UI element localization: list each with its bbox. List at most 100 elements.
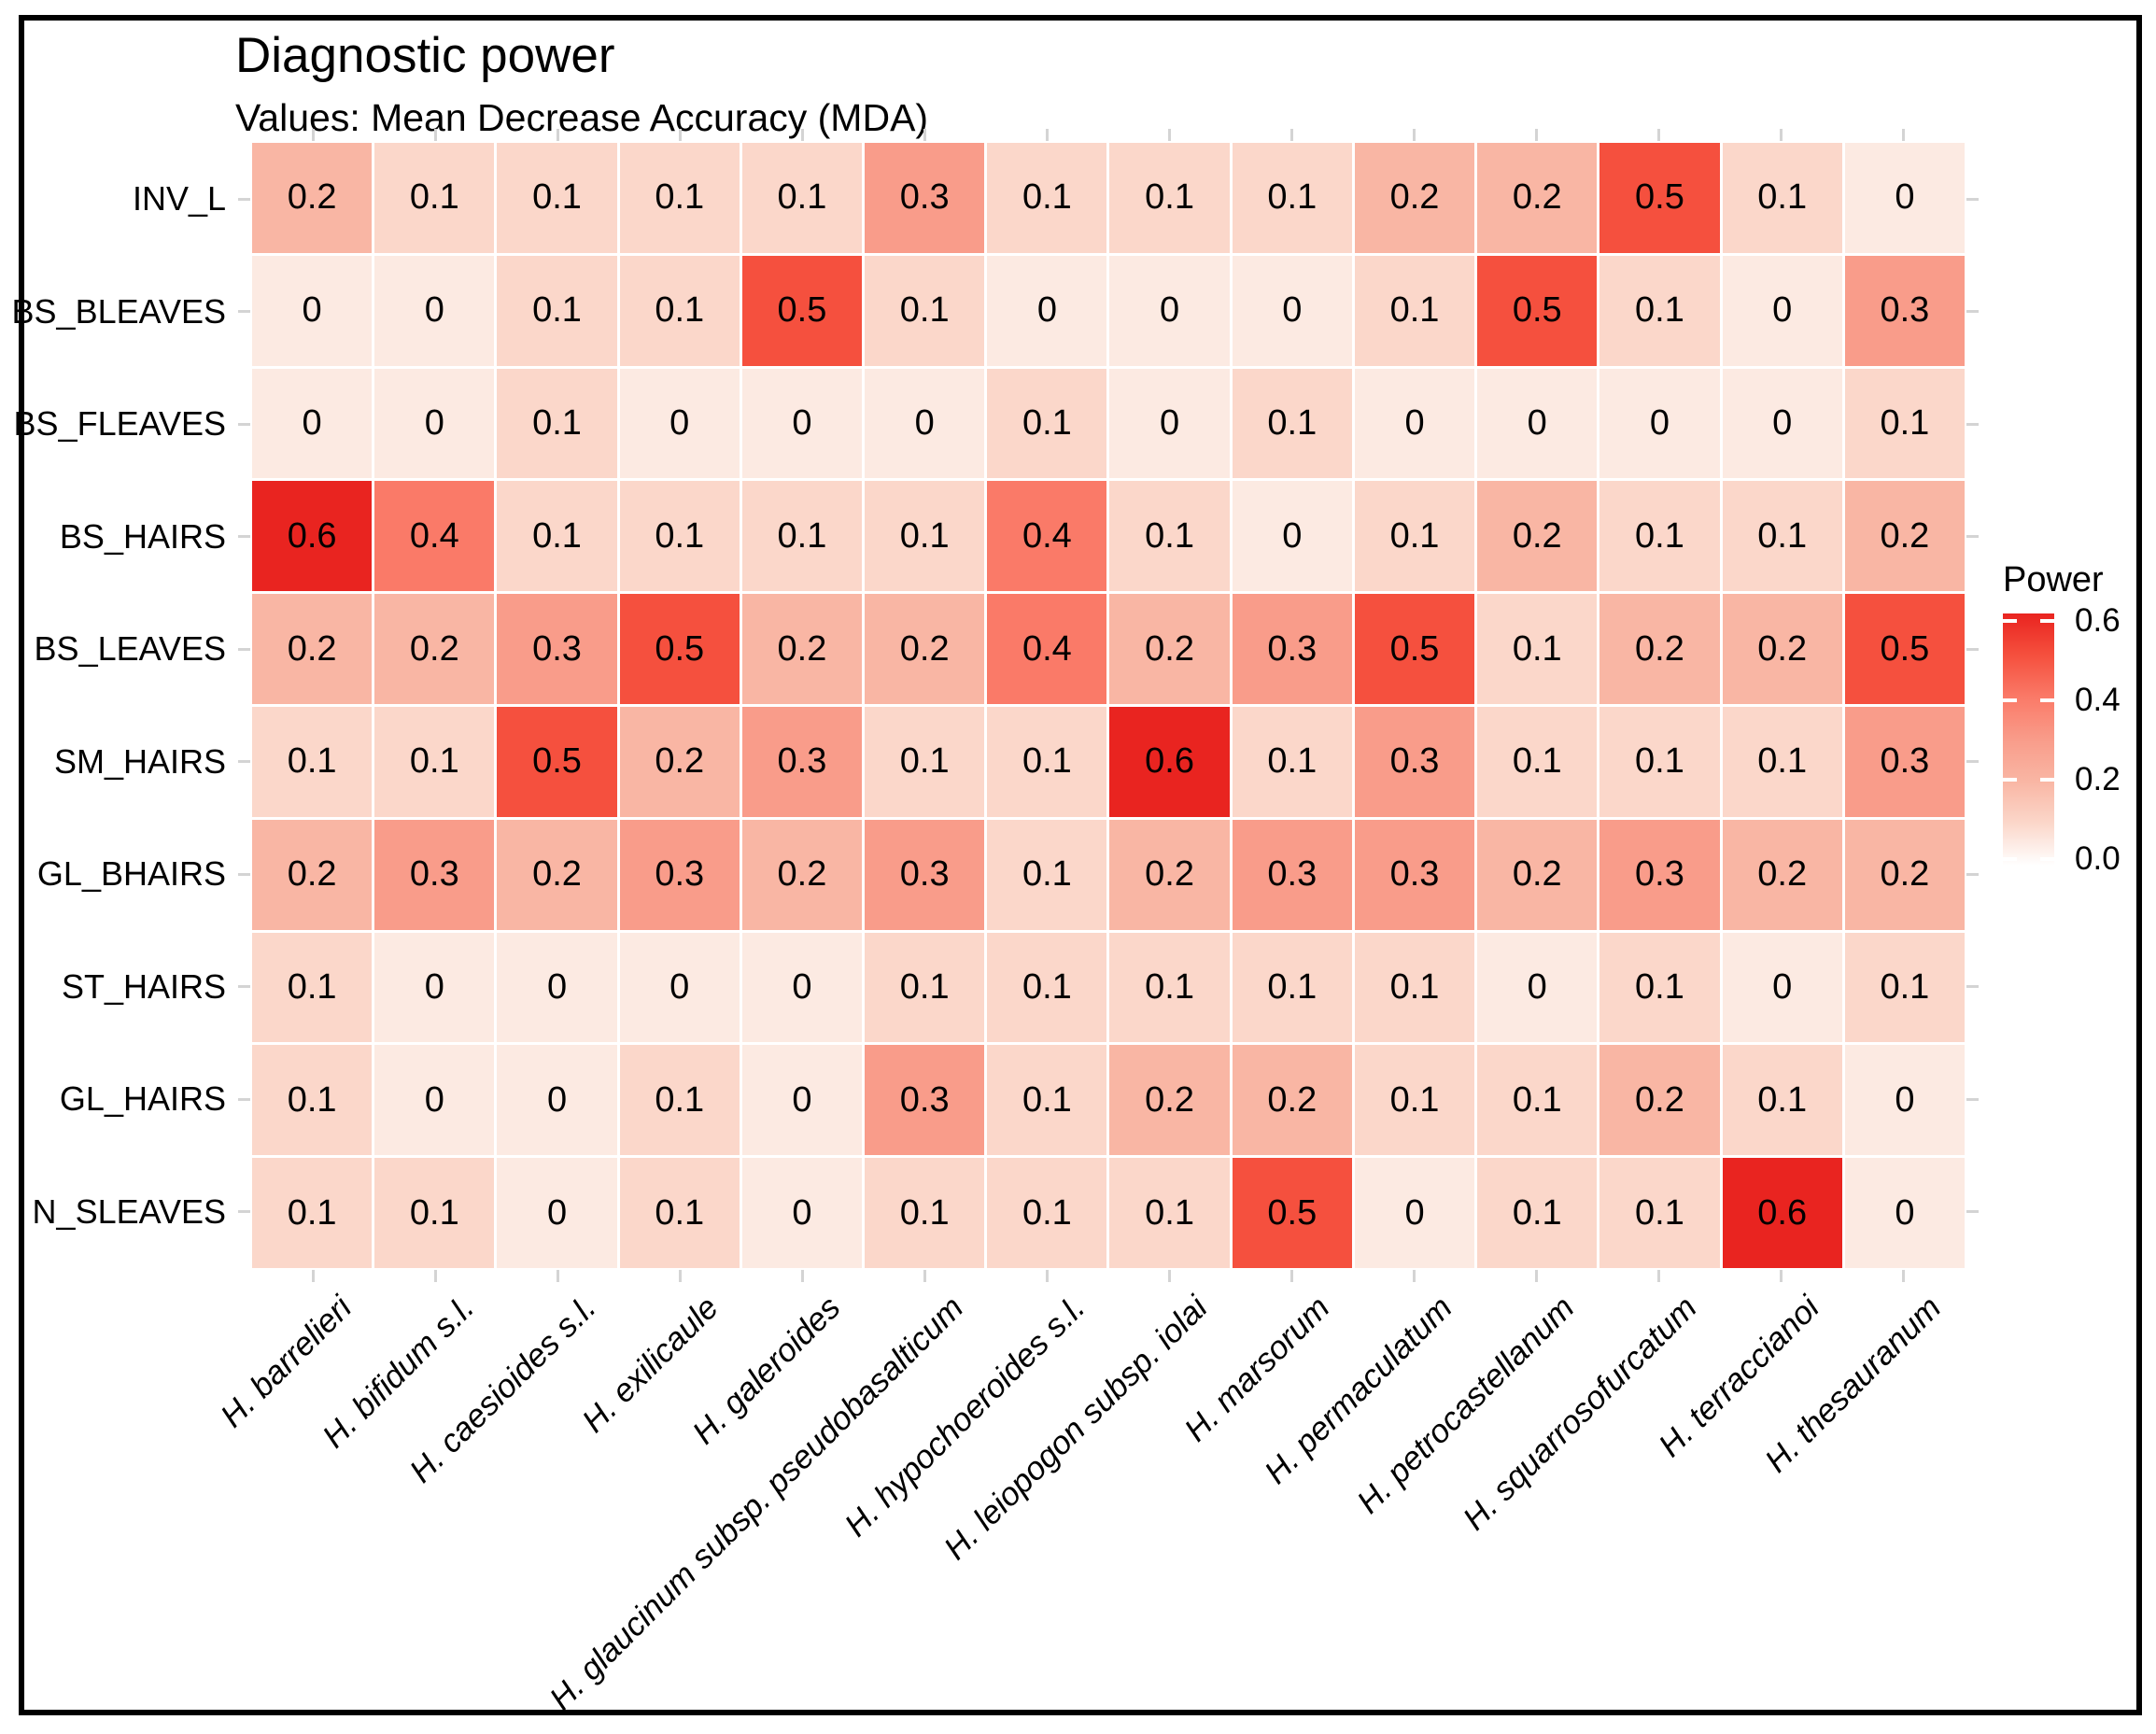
heatmap-cell-BS_FLEAVES-c7: 0.1	[987, 368, 1107, 479]
heatmap-cell-BS_LEAVES-c8: 0.2	[1109, 594, 1230, 704]
axis-tick	[923, 129, 926, 141]
heatmap-cell-SM_HAIRS-c3: 0.5	[497, 707, 617, 817]
heatmap-cell-ST_HAIRS-c7: 0.1	[987, 932, 1107, 1043]
heatmap-cell-GL_HAIRS-c5: 0	[741, 1045, 863, 1156]
heatmap-cell-BS_HAIRS-c13: 0.1	[1722, 481, 1842, 592]
heatmap-cell-BS_BLEAVES-c6: 0.1	[865, 255, 985, 366]
heatmap-cell-GL_HAIRS-c1: 0.1	[252, 1045, 373, 1156]
heatmap-cell-GL_BHAIRS-c4: 0.3	[619, 819, 740, 930]
heatmap-cell-N_SLEAVES-c11: 0.1	[1477, 1158, 1598, 1268]
heatmap-cell-GL_BHAIRS-c11: 0.2	[1477, 819, 1598, 930]
legend-gradient-bar	[2003, 613, 2054, 866]
heatmap-cell-N_SLEAVES-c14: 0	[1844, 1158, 1965, 1268]
heatmap-cell-SM_HAIRS-c5: 0.3	[741, 707, 863, 817]
y-axis-label-BS_LEAVES: BS_LEAVES	[34, 629, 226, 669]
axis-tick	[238, 310, 250, 314]
heatmap-cell-N_SLEAVES-c7: 0.1	[987, 1158, 1107, 1268]
heatmap-cell-INV_L-c3: 0.1	[497, 143, 617, 253]
heatmap-cell-SM_HAIRS-c13: 0.1	[1722, 707, 1842, 817]
heatmap-cell-INV_L-c14: 0	[1844, 143, 1965, 253]
heatmap-cell-INV_L-c8: 0.1	[1109, 143, 1230, 253]
axis-tick	[434, 1270, 437, 1282]
heatmap-cell-SM_HAIRS-c12: 0.1	[1599, 707, 1720, 817]
heatmap-cell-ST_HAIRS-c6: 0.1	[865, 932, 985, 1043]
heatmap-cell-BS_HAIRS-c14: 0.2	[1844, 481, 1965, 592]
axis-tick	[557, 1270, 559, 1282]
axis-tick	[1966, 760, 1979, 764]
heatmap-cell-GL_HAIRS-c7: 0.1	[987, 1045, 1107, 1156]
axis-tick	[1046, 1270, 1049, 1282]
heatmap-cell-SM_HAIRS-c11: 0.1	[1477, 707, 1598, 817]
heatmap-cell-ST_HAIRS-c13: 0	[1722, 932, 1842, 1043]
axis-tick	[801, 1270, 804, 1282]
axis-tick	[1657, 1270, 1660, 1282]
axis-tick	[801, 129, 804, 141]
heatmap-cell-ST_HAIRS-c3: 0	[497, 932, 617, 1043]
axis-tick	[238, 872, 250, 876]
heatmap-cell-ST_HAIRS-c14: 0.1	[1844, 932, 1965, 1043]
heatmap-cell-BS_FLEAVES-c3: 0.1	[497, 368, 617, 479]
heatmap-cell-GL_HAIRS-c8: 0.2	[1109, 1045, 1230, 1156]
heatmap-cell-BS_BLEAVES-c9: 0	[1232, 255, 1352, 366]
heatmap-cell-SM_HAIRS-c9: 0.1	[1232, 707, 1352, 817]
heatmap-cell-BS_HAIRS-c7: 0.4	[987, 481, 1107, 592]
heatmap-cell-BS_FLEAVES-c14: 0.1	[1844, 368, 1965, 479]
heatmap-cell-ST_HAIRS-c12: 0.1	[1599, 932, 1720, 1043]
heatmap-cell-BS_BLEAVES-c2: 0	[374, 255, 495, 366]
y-axis-label-BS_FLEAVES: BS_FLEAVES	[13, 404, 226, 444]
legend-tick-label-0.4: 0.4	[2075, 682, 2121, 718]
axis-tick	[238, 760, 250, 764]
heatmap-cell-SM_HAIRS-c10: 0.3	[1354, 707, 1475, 817]
axis-tick	[1966, 872, 1979, 876]
axis-tick	[312, 129, 315, 141]
heatmap-cell-GL_BHAIRS-c5: 0.2	[741, 819, 863, 930]
heatmap-cell-SM_HAIRS-c2: 0.1	[374, 707, 495, 817]
axis-tick	[238, 647, 250, 651]
heatmap-cell-BS_LEAVES-c11: 0.1	[1477, 594, 1598, 704]
heatmap-cell-BS_HAIRS-c6: 0.1	[865, 481, 985, 592]
axis-tick	[923, 1270, 926, 1282]
heatmap-cell-BS_FLEAVES-c11: 0	[1477, 368, 1598, 479]
axis-tick	[1966, 1097, 1979, 1101]
heatmap-cell-ST_HAIRS-c4: 0	[619, 932, 740, 1043]
axis-tick	[1290, 1270, 1293, 1282]
heatmap-cell-BS_FLEAVES-c5: 0	[741, 368, 863, 479]
chart-title: Diagnostic power	[235, 28, 615, 83]
heatmap-cell-BS_FLEAVES-c9: 0.1	[1232, 368, 1352, 479]
heatmap-cell-GL_BHAIRS-c2: 0.3	[374, 819, 495, 930]
heatmap-cell-BS_HAIRS-c1: 0.6	[252, 481, 373, 592]
heatmap-cell-INV_L-c13: 0.1	[1722, 143, 1842, 253]
axis-tick	[679, 129, 682, 141]
axis-tick	[1168, 129, 1171, 141]
legend-tick-mark	[2003, 698, 2017, 702]
heatmap-cell-BS_FLEAVES-c8: 0	[1109, 368, 1230, 479]
heatmap-cell-N_SLEAVES-c10: 0	[1354, 1158, 1475, 1268]
heatmap-cell-N_SLEAVES-c3: 0	[497, 1158, 617, 1268]
heatmap-cell-BS_LEAVES-c1: 0.2	[252, 594, 373, 704]
heatmap-cell-N_SLEAVES-c2: 0.1	[374, 1158, 495, 1268]
heatmap-cell-N_SLEAVES-c4: 0.1	[619, 1158, 740, 1268]
axis-tick	[1966, 1210, 1979, 1214]
heatmap-cell-GL_BHAIRS-c9: 0.3	[1232, 819, 1352, 930]
heatmap-cell-GL_BHAIRS-c3: 0.2	[497, 819, 617, 930]
heatmap-cell-BS_LEAVES-c5: 0.2	[741, 594, 863, 704]
y-axis-label-GL_BHAIRS: GL_BHAIRS	[36, 854, 226, 894]
heatmap-cell-N_SLEAVES-c6: 0.1	[865, 1158, 985, 1268]
heatmap-cell-GL_BHAIRS-c14: 0.2	[1844, 819, 1965, 930]
axis-tick	[1290, 129, 1293, 141]
heatmap-cell-N_SLEAVES-c13: 0.6	[1722, 1158, 1842, 1268]
heatmap-cell-BS_BLEAVES-c7: 0	[987, 255, 1107, 366]
axis-tick	[238, 1210, 250, 1214]
heatmap-cell-BS_LEAVES-c6: 0.2	[865, 594, 985, 704]
heatmap-cell-BS_LEAVES-c9: 0.3	[1232, 594, 1352, 704]
axis-tick	[238, 535, 250, 539]
axis-tick	[312, 1270, 315, 1282]
heatmap-cell-GL_BHAIRS-c10: 0.3	[1354, 819, 1475, 930]
heatmap-cell-SM_HAIRS-c7: 0.1	[987, 707, 1107, 817]
heatmap-cell-BS_HAIRS-c5: 0.1	[741, 481, 863, 592]
heatmap-cell-INV_L-c10: 0.2	[1354, 143, 1475, 253]
heatmap-cell-BS_HAIRS-c4: 0.1	[619, 481, 740, 592]
heatmap-cell-BS_FLEAVES-c4: 0	[619, 368, 740, 479]
heatmap-cell-BS_LEAVES-c4: 0.5	[619, 594, 740, 704]
heatmap-cell-BS_LEAVES-c13: 0.2	[1722, 594, 1842, 704]
